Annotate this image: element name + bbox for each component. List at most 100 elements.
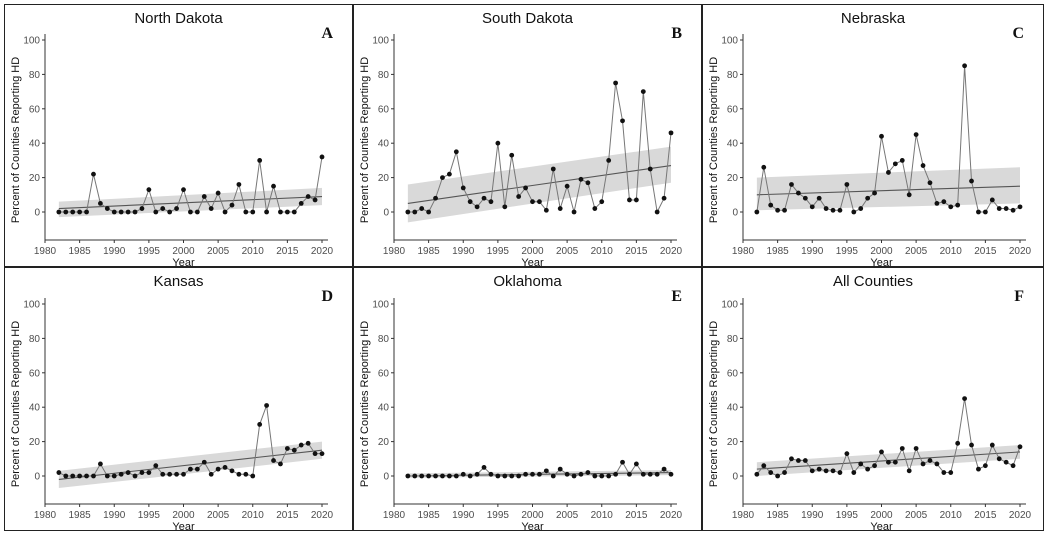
data-point	[948, 470, 954, 475]
y-tick-label: 20	[727, 173, 739, 184]
data-point	[851, 209, 857, 215]
data-point	[125, 209, 131, 215]
data-point	[879, 449, 884, 455]
data-point	[305, 440, 311, 446]
data-point	[962, 63, 967, 69]
data-point	[264, 209, 269, 215]
x-tick-label: 1990	[103, 510, 126, 521]
data-point	[976, 466, 981, 472]
data-point	[934, 461, 940, 467]
y-axis-title: Percent of Counties Reporting HD	[359, 321, 371, 487]
data-point	[543, 207, 549, 213]
data-point	[516, 194, 522, 199]
data-point	[153, 463, 159, 469]
x-tick-label: 2015	[625, 510, 648, 521]
panel-border	[702, 267, 1044, 531]
data-point	[613, 80, 618, 86]
data-point	[969, 178, 974, 184]
data-point	[298, 201, 304, 206]
x-tick-label: 1990	[452, 510, 475, 521]
data-point	[229, 468, 235, 474]
y-tick-label: 80	[29, 334, 41, 345]
y-tick-label: 0	[383, 208, 389, 219]
x-tick-label: 1980	[732, 510, 755, 521]
data-point	[243, 209, 249, 215]
data-point	[844, 182, 850, 187]
data-point	[955, 202, 961, 208]
data-point	[571, 473, 577, 479]
x-tick-label: 1985	[767, 510, 790, 521]
panel-all-counties: All Counties F 0 20 40 60 80 100 1980 1985 1990 199…	[702, 267, 1044, 533]
data-point	[640, 471, 646, 477]
data-point	[132, 473, 138, 479]
data-point	[530, 199, 535, 205]
data-point	[291, 447, 297, 453]
data-point	[962, 396, 967, 401]
data-point	[789, 456, 794, 462]
x-tick-label: 2010	[591, 510, 614, 521]
data-point	[509, 152, 515, 158]
data-point	[278, 209, 283, 215]
y-tick-label: 0	[34, 472, 40, 483]
data-point	[775, 207, 781, 213]
data-point	[837, 207, 843, 213]
data-point	[627, 197, 632, 203]
x-tick-label: 2010	[940, 510, 963, 521]
y-tick-label: 100	[23, 36, 40, 47]
data-point	[70, 209, 76, 215]
data-point	[98, 461, 103, 467]
data-point	[761, 463, 767, 469]
data-point	[789, 182, 794, 187]
data-point	[264, 403, 269, 408]
data-point	[969, 442, 974, 448]
x-tick-label: 2000	[172, 510, 195, 521]
data-point	[571, 209, 577, 215]
trend-line	[58, 449, 323, 480]
x-axis-title: Year	[521, 521, 544, 533]
x-tick-label: 2005	[207, 510, 230, 521]
x-tick-label: 1980	[34, 246, 57, 257]
y-tick-label: 60	[29, 368, 41, 379]
data-point	[592, 206, 598, 211]
panel-letter: C	[1012, 25, 1024, 42]
data-point	[1017, 204, 1023, 210]
data-point	[564, 471, 570, 477]
data-point	[167, 471, 173, 477]
panel-title: Nebraska	[841, 10, 906, 27]
x-tick-label: 2020	[660, 510, 683, 521]
data-point	[495, 473, 501, 479]
panel-nebraska: Nebraska C 0 20 40 60 80 100 1980 1985 1990 1995 200…	[702, 4, 1044, 269]
data-point	[447, 473, 452, 479]
data-point	[236, 471, 242, 477]
y-tick-label: 40	[378, 403, 390, 414]
data-point	[537, 471, 542, 477]
panel-letter: B	[671, 25, 682, 42]
panel-oklahoma: Oklahoma E 0 20 40 60 80 100 1980 1985 1990 1995 200…	[353, 267, 702, 533]
y-tick-label: 60	[727, 104, 739, 115]
data-point	[578, 176, 584, 182]
data-point	[775, 473, 781, 479]
y-tick-label: 40	[727, 139, 739, 150]
data-point	[830, 207, 836, 213]
data-point	[906, 192, 912, 198]
data-point	[578, 471, 584, 477]
data-point	[319, 451, 325, 457]
data-point	[768, 470, 774, 475]
x-tick-label: 1980	[732, 246, 755, 257]
data-point	[412, 209, 418, 215]
data-point	[782, 207, 787, 213]
y-tick-label: 80	[29, 70, 41, 81]
data-point	[125, 470, 131, 475]
data-point	[976, 209, 981, 215]
data-point	[188, 466, 193, 472]
data-point	[426, 209, 432, 215]
data-point	[250, 209, 256, 215]
data-point	[77, 473, 83, 479]
data-point	[181, 187, 186, 193]
data-point	[236, 182, 242, 187]
data-point	[955, 440, 961, 446]
data-point	[920, 461, 926, 467]
data-point	[319, 154, 325, 160]
data-point	[502, 204, 508, 210]
data-point	[405, 209, 411, 215]
